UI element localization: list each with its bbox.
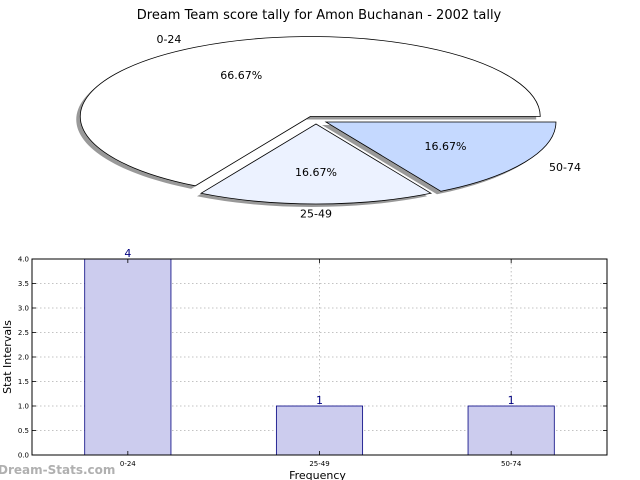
watermark: Dream-Stats.com <box>0 463 115 477</box>
y-tick-label: 3.0 <box>18 305 29 313</box>
pie-percent-label-25-49: 16.67% <box>295 166 337 179</box>
pie-chart: 66.67% 0-24 16.67% 25-49 16.67% 50-74 <box>76 33 581 221</box>
pie-slice-0-24 <box>79 36 541 187</box>
y-tick-label: 1.5 <box>18 378 29 386</box>
pie-slice-50-74 <box>324 121 557 192</box>
bar-50-74 <box>467 405 555 456</box>
y-tick-label: 3.5 <box>18 280 29 288</box>
bar-value-label-0-24: 4 <box>124 247 131 260</box>
bar-25-49 <box>275 405 364 456</box>
bar-value-label-25-49: 1 <box>316 394 323 407</box>
pie-category-label-0-24: 0-24 <box>156 33 181 46</box>
plot-frame <box>31 258 608 456</box>
pie-slice-25-49 <box>199 123 433 205</box>
y-tick-label: 2.5 <box>18 329 29 337</box>
y-tick-label: 2.0 <box>18 354 29 362</box>
pie-category-label-25-49: 25-49 <box>300 208 332 221</box>
y-tick-label: 0.0 <box>18 452 29 460</box>
pie-percent-label-0-24: 66.67% <box>220 69 262 82</box>
y-axis-label: Stat Intervals <box>1 320 14 394</box>
chart-title: Dream Team score tally for Amon Buchanan… <box>137 8 502 23</box>
y-tick-label: 4.0 <box>18 256 29 264</box>
x-axis-label: Frequency <box>289 469 346 480</box>
x-tick-label-25-49: 25-49 <box>309 460 329 468</box>
y-tick-label: 0.5 <box>18 427 29 435</box>
bar-chart: 4 0-24 1 25-49 1 50-74 0.0 0.5 1.0 1.5 2.0 2.5 3.0 3.… <box>1 247 608 480</box>
bar-value-label-50-74: 1 <box>508 394 515 407</box>
x-tick-label-50-74: 50-74 <box>501 460 522 468</box>
pie-percent-label-50-74: 16.67% <box>424 140 466 153</box>
pie-category-label-50-74: 50-74 <box>549 161 581 174</box>
x-tick-label-0-24: 0-24 <box>120 460 136 468</box>
y-tick-label: 1.0 <box>18 403 29 411</box>
bar-0-24 <box>84 258 172 456</box>
